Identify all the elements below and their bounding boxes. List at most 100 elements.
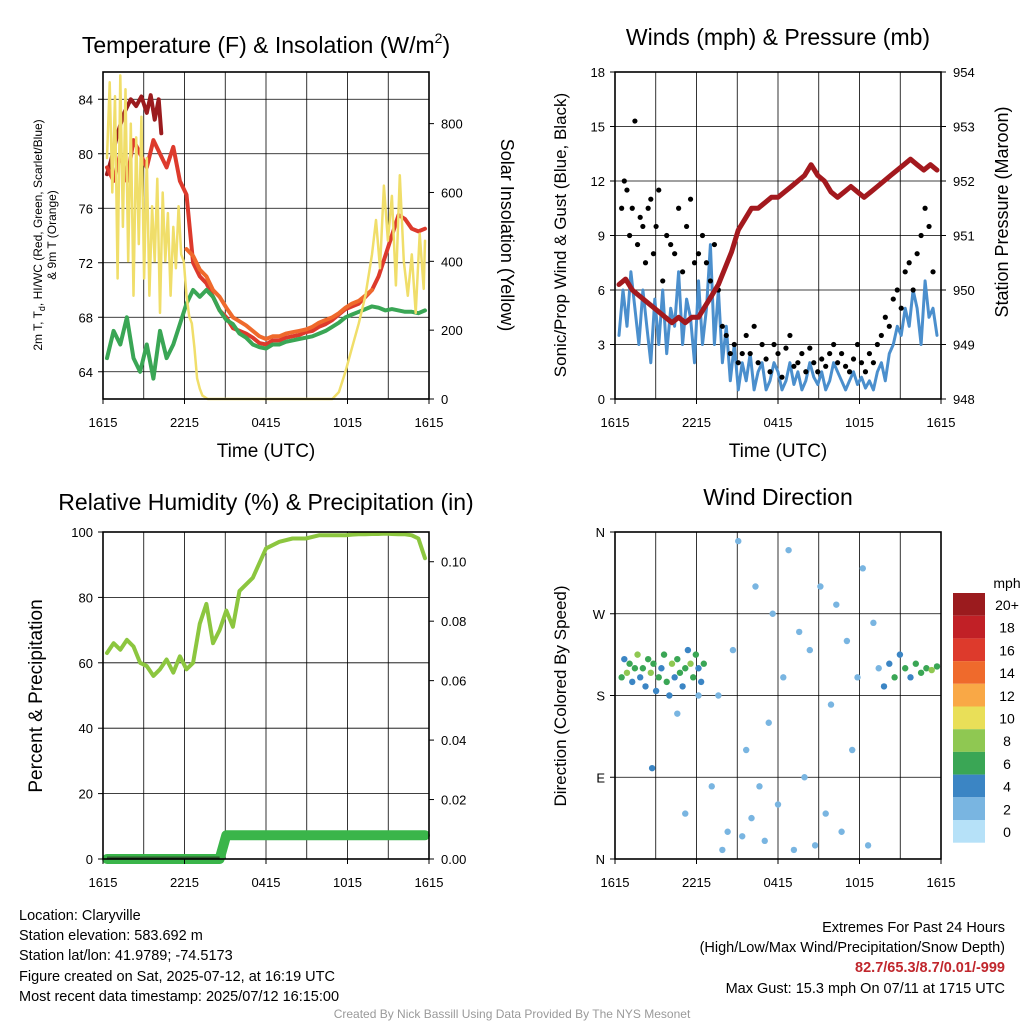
y-tick-label: 0 xyxy=(86,852,93,867)
series-point xyxy=(653,223,659,230)
series-line xyxy=(105,74,427,401)
y-tick-label: 6 xyxy=(598,283,605,298)
legend-label: 2 xyxy=(1003,801,1011,817)
extremes-values: 82.7/65.3/8.7/0.01/-999 xyxy=(855,960,1005,977)
x-tick-label: 1615 xyxy=(89,415,118,430)
series-point xyxy=(637,214,643,220)
direction-point xyxy=(695,692,702,699)
series-point xyxy=(779,374,785,380)
direction-point xyxy=(875,665,882,672)
direction-point xyxy=(923,665,930,672)
series-line xyxy=(616,156,940,326)
series-point xyxy=(656,187,662,193)
series-point xyxy=(727,350,733,357)
winds-ticks: 1615 2215 0415 1015 1615 0 3 6 9 12 15 18 948 949 950 9… xyxy=(591,65,975,430)
x-tick-label: 0415 xyxy=(764,415,793,430)
y-tick-label: 18 xyxy=(591,65,605,80)
series-point xyxy=(807,345,813,351)
series-point xyxy=(922,205,928,211)
direction-point xyxy=(817,583,824,590)
y-tick-label: 20 xyxy=(79,787,93,802)
series-point xyxy=(906,260,912,266)
series-point xyxy=(621,178,627,184)
series-point xyxy=(803,369,809,375)
series-point xyxy=(882,314,888,320)
series-point xyxy=(930,269,936,275)
legend-swatch xyxy=(953,661,985,684)
y-tick-label: 84 xyxy=(79,92,93,107)
series-point xyxy=(854,341,861,348)
series-point xyxy=(898,305,904,311)
direction-point xyxy=(637,674,644,681)
legend-swatch xyxy=(953,593,985,616)
y-tick-label: 72 xyxy=(79,256,93,271)
direction-point xyxy=(708,783,715,790)
series-point xyxy=(634,241,641,248)
y2-tick-label: 948 xyxy=(953,392,975,407)
direction-point xyxy=(697,678,705,686)
direction-point xyxy=(623,669,631,676)
max-gust-text: Max Gust: 15.3 mph On 07/11 at 1715 UTC xyxy=(725,980,1005,997)
y2-tick-label: 950 xyxy=(953,283,975,298)
legend-label: 12 xyxy=(999,688,1015,704)
speed-legend: 20+ 18 16 14 12 10 8 6 4 2 0 xyxy=(953,593,1019,843)
series-line xyxy=(184,247,374,341)
y2-tick-label: 953 xyxy=(953,120,975,135)
series-point xyxy=(926,223,932,230)
temperature-ylabel-left: 2m T, Td, HI/WC (Red, Green, Scarlet/Blu… xyxy=(31,119,47,350)
direction-point xyxy=(833,601,840,608)
series-point xyxy=(799,350,805,357)
x-tick-label: 1615 xyxy=(927,875,956,890)
series-point xyxy=(719,323,725,329)
temperature-xlabel: Time (UTC) xyxy=(217,441,316,462)
direction-point xyxy=(674,710,681,717)
direction-point xyxy=(748,814,755,822)
series-point xyxy=(723,332,729,339)
series-point xyxy=(632,118,638,124)
humidity-grid xyxy=(103,532,429,859)
series-point xyxy=(886,323,892,329)
direction-point xyxy=(854,674,861,681)
x-tick-label: 1615 xyxy=(415,875,444,890)
direction-point xyxy=(790,846,798,854)
series-point xyxy=(642,260,649,266)
series-point xyxy=(640,223,646,230)
legend-swatch xyxy=(953,706,985,730)
y-tick-label: 60 xyxy=(79,656,93,671)
direction-point xyxy=(838,828,845,835)
y-tick-label: 80 xyxy=(79,590,93,605)
y2-tick-label: 0.02 xyxy=(441,793,466,808)
series-point xyxy=(850,356,857,362)
direction-point xyxy=(655,674,662,681)
winds-xlabel: Time (UTC) xyxy=(729,441,828,462)
direction-point xyxy=(679,683,686,690)
temperature-panel: Temperature (F) & Insolation (W/m2) 2m T… xyxy=(31,30,517,462)
direction-point xyxy=(682,665,689,672)
direction-point xyxy=(668,660,676,667)
series-point xyxy=(823,363,829,369)
series-line xyxy=(617,243,939,392)
direction-point xyxy=(801,774,808,781)
series-point xyxy=(791,363,797,369)
series-point xyxy=(680,269,686,275)
direction-point xyxy=(639,665,647,672)
direction-point xyxy=(859,565,866,572)
legend-swatch xyxy=(953,774,985,798)
series-point xyxy=(902,269,908,275)
series-point xyxy=(918,232,924,239)
x-tick-label: 1615 xyxy=(601,415,630,430)
winds-frame xyxy=(614,71,942,400)
direction-point xyxy=(642,683,649,690)
legend-swatch xyxy=(953,638,985,662)
series-point xyxy=(755,360,761,366)
y2-tick-label: 0.08 xyxy=(441,614,466,629)
series-point xyxy=(858,360,865,366)
series-point xyxy=(664,232,670,239)
series-point xyxy=(687,196,694,202)
series-point xyxy=(827,350,833,357)
direction-point xyxy=(650,660,657,667)
direction-ticks: 1615 2215 0415 1015 1615 N E S W N xyxy=(593,525,956,890)
direction-point xyxy=(695,665,702,672)
winds-ylabel-left: Sonic/Prop Wind & Gust (Blue, Black) xyxy=(551,93,570,377)
temperature-title: Temperature (F) & Insolation (W/m2) xyxy=(82,30,450,58)
